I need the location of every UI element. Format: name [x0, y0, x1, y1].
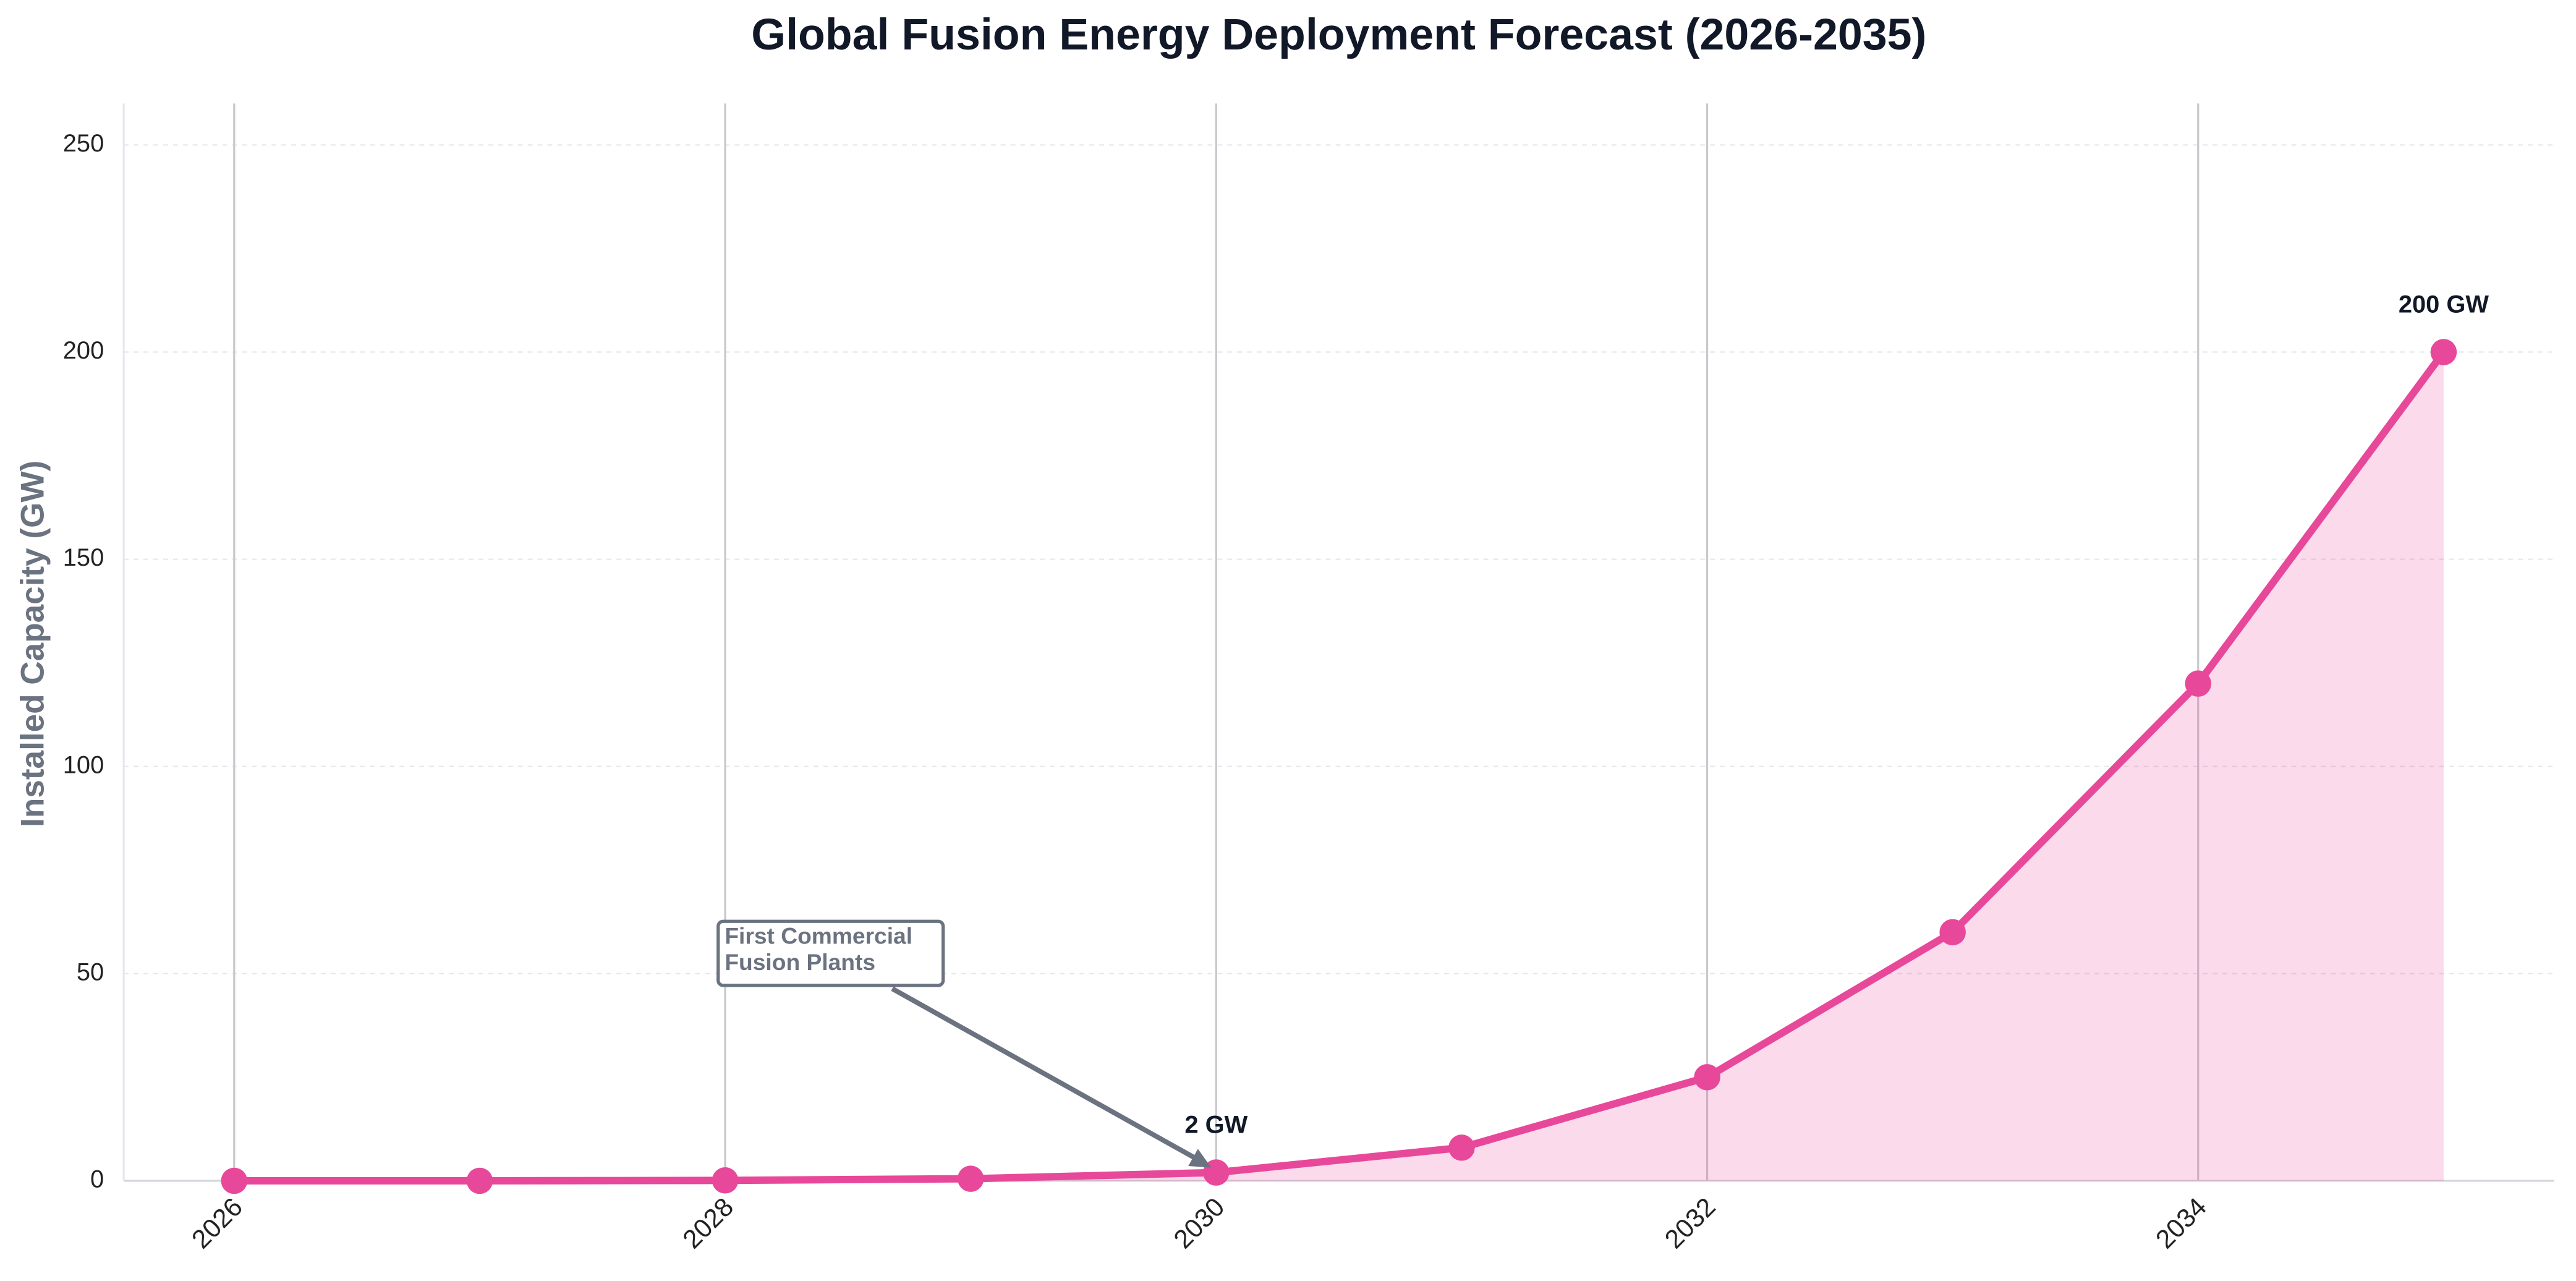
x-tick-label: 2030 [1168, 1193, 1230, 1254]
marker [2185, 670, 2212, 697]
marker [466, 1167, 493, 1194]
value-label: 200 GW [2399, 291, 2489, 318]
x-tick-label: 2026 [187, 1193, 249, 1254]
marker [1939, 919, 1966, 946]
y-tick-label: 0 [90, 1165, 104, 1193]
marker [2430, 339, 2457, 365]
marker [957, 1165, 984, 1192]
x-tick-label: 2028 [678, 1193, 739, 1254]
x-tick-label: 2032 [1659, 1193, 1721, 1254]
marker [1694, 1064, 1720, 1091]
y-tick-label: 50 [77, 958, 104, 985]
y-tick-label: 150 [63, 544, 104, 571]
marker [221, 1167, 248, 1194]
chart-title: Global Fusion Energy Deployment Forecast… [751, 10, 1926, 59]
value-label: 2 GW [1184, 1112, 1248, 1139]
x-tick-label: 2034 [2151, 1193, 2213, 1254]
annotation-text: Fusion Plants [725, 949, 875, 975]
annotation-text: First Commercial [725, 923, 912, 949]
y-axis-label: Installed Capacity (GW) [15, 461, 51, 827]
y-tick-label: 250 [63, 130, 104, 157]
annotation-arrowhead [1188, 1149, 1212, 1168]
marker [1448, 1134, 1475, 1161]
marker [712, 1167, 739, 1194]
annotation-arrow [891, 986, 1208, 1167]
line [234, 349, 2447, 1185]
annotation-box [716, 919, 945, 987]
y-tick-label: 100 [63, 751, 104, 778]
area [234, 352, 2444, 1181]
y-tick-label: 200 [63, 337, 104, 364]
